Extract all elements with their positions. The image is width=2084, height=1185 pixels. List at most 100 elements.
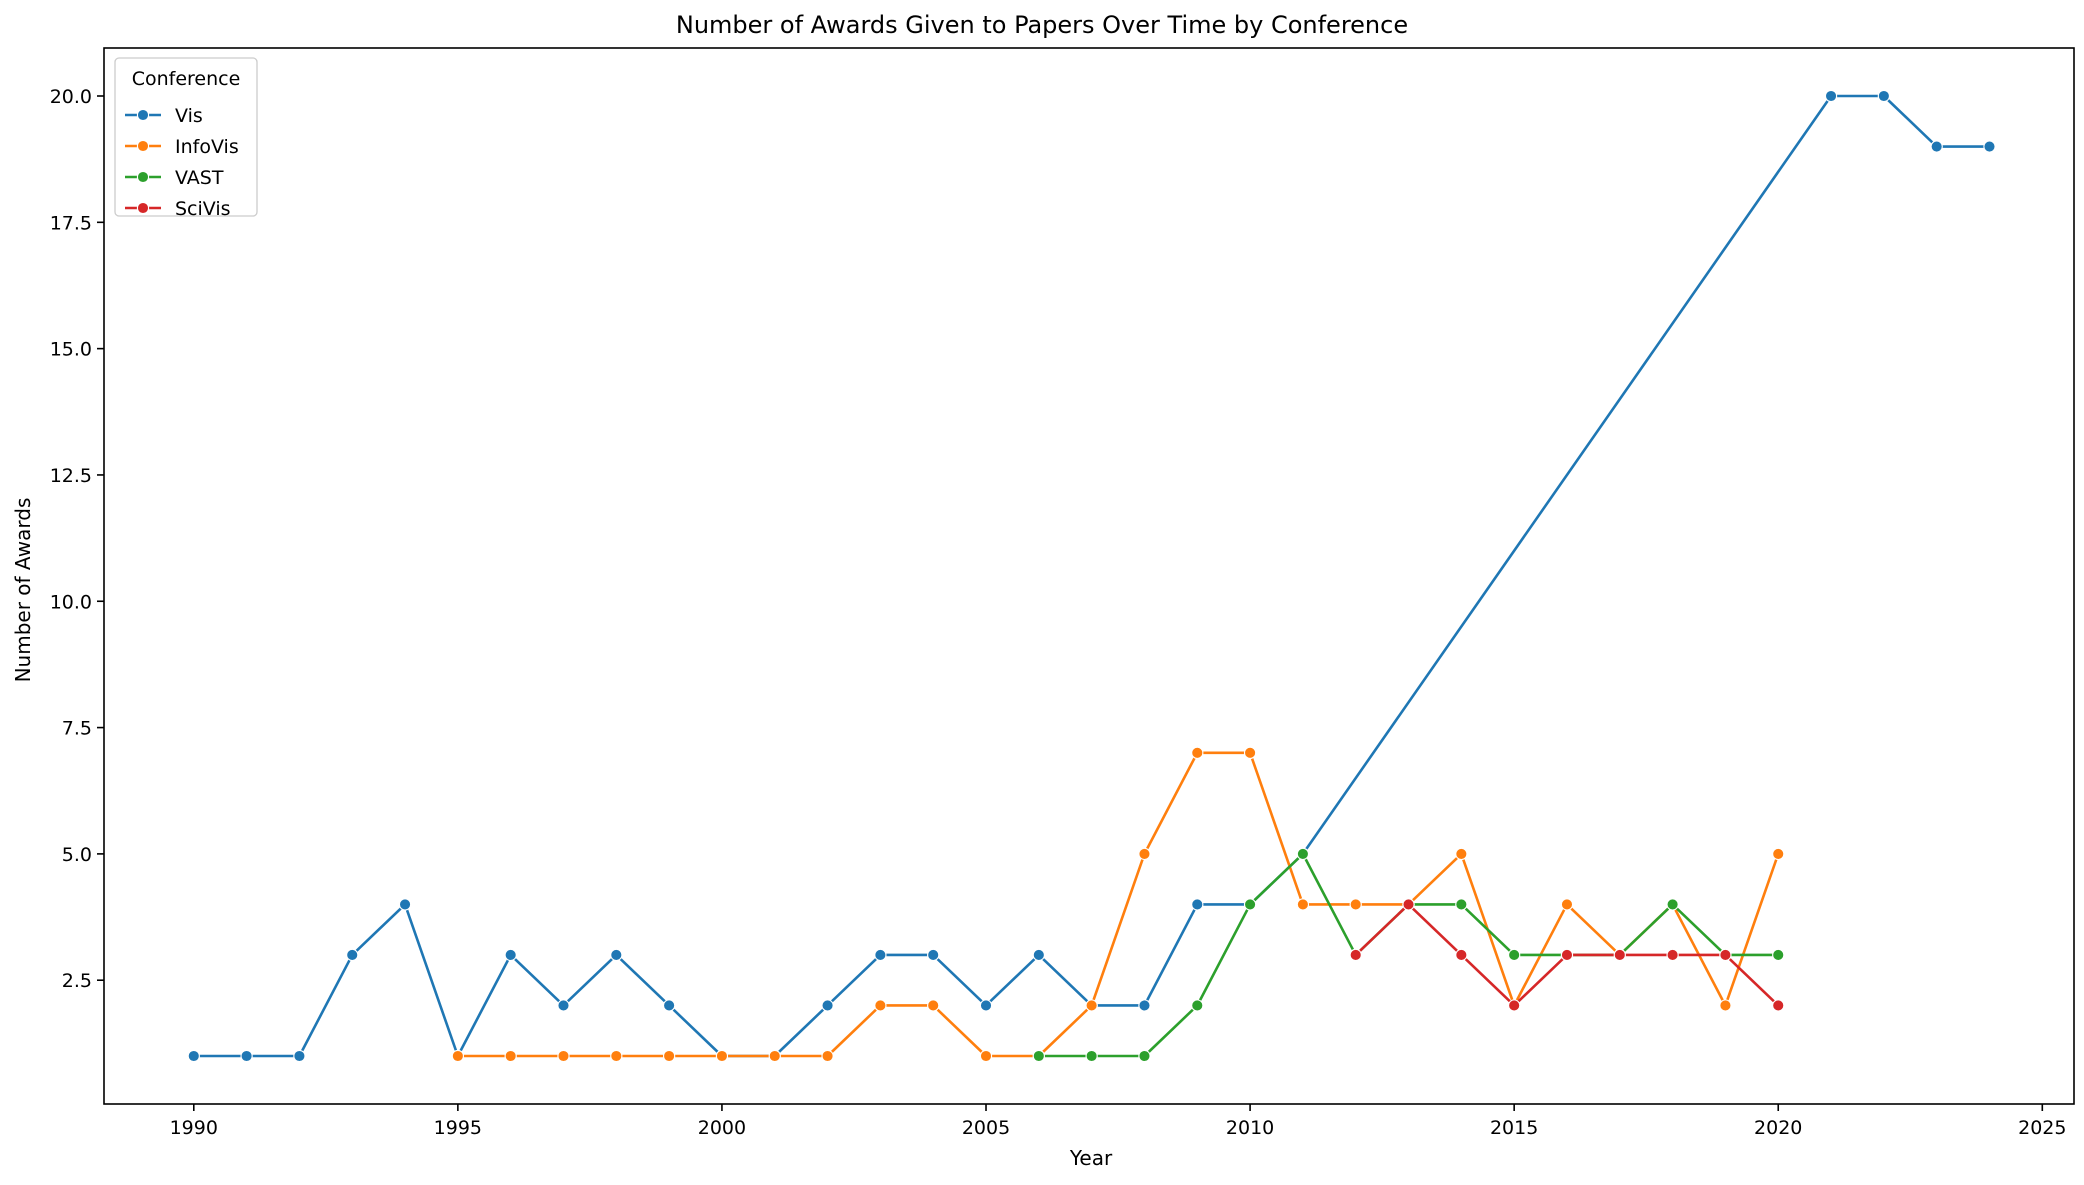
x-tick-label: 2000 [698, 1117, 746, 1139]
data-point-vis [1138, 999, 1151, 1012]
data-point-infovis [504, 1049, 517, 1063]
series-scivis [1349, 898, 1785, 1012]
data-point-infovis [1455, 847, 1468, 861]
data-point-scivis [1402, 898, 1415, 911]
data-point-scivis [1560, 948, 1574, 962]
data-point-vis [1191, 898, 1204, 911]
data-point-vis [187, 1049, 200, 1063]
data-point-infovis [1349, 898, 1362, 911]
data-point-infovis [979, 1049, 993, 1063]
data-point-infovis [1560, 898, 1574, 911]
plot-frame [103, 47, 2075, 1105]
data-point-vis [240, 1049, 253, 1063]
data-point-infovis [821, 1049, 834, 1063]
x-tick-label: 2020 [1754, 1117, 1802, 1139]
x-tick-label: 2005 [962, 1117, 1010, 1139]
data-point-vast [1085, 1049, 1098, 1063]
legend-label-vast: VAST [175, 167, 224, 189]
x-axis-label: Year [1069, 1146, 1113, 1170]
legend-item-vis: Vis [125, 105, 203, 127]
data-point-vast [1772, 948, 1785, 962]
chart-title: Number of Awards Given to Papers Over Ti… [676, 11, 1408, 39]
data-point-scivis [1613, 948, 1626, 962]
legend-marker-vast [136, 170, 150, 184]
data-point-vis [1824, 89, 1838, 103]
series-layer [187, 89, 1996, 1063]
legend-label-infovis: InfoVis [175, 136, 239, 158]
data-point-infovis [1243, 746, 1257, 759]
data-point-vast [1666, 898, 1679, 911]
axes: 1990 1995 2000 2005 2010 2015 2020 2025 2.5 5.0 7.… [50, 47, 2075, 1139]
data-point-vis [610, 948, 623, 962]
data-point-vis [821, 999, 834, 1012]
data-point-vast [1138, 1049, 1151, 1063]
y-tick-label: 5.0 [62, 844, 92, 866]
data-point-scivis [1666, 948, 1679, 962]
x-tick-label: 1995 [434, 1117, 482, 1139]
legend: Conference Vis InfoVis VAST SciVis [114, 57, 258, 220]
data-point-vast [1032, 1049, 1045, 1063]
data-point-infovis [610, 1049, 623, 1063]
data-point-vis [979, 999, 993, 1012]
legend-item-infovis: InfoVis [125, 136, 239, 158]
data-point-vast [1508, 948, 1521, 962]
y-tick-label: 20.0 [50, 86, 92, 108]
data-point-infovis [1085, 999, 1098, 1012]
data-point-infovis [557, 1049, 570, 1063]
data-point-scivis [1349, 948, 1362, 962]
x-tick-label: 1990 [170, 1117, 218, 1139]
legend-marker-infovis [136, 139, 150, 153]
data-point-scivis [1719, 948, 1732, 962]
data-point-vis [662, 999, 676, 1012]
data-point-vis [293, 1049, 306, 1063]
data-point-infovis [715, 1049, 729, 1063]
data-point-vis [1032, 948, 1045, 962]
data-point-scivis [1772, 999, 1785, 1012]
data-point-infovis [1296, 898, 1310, 911]
legend-label-scivis: SciVis [175, 198, 231, 220]
y-tick-label: 15.0 [50, 339, 92, 361]
data-point-vis [927, 948, 940, 962]
data-point-infovis [874, 999, 887, 1012]
data-point-infovis [1719, 999, 1732, 1012]
data-point-vast [1191, 999, 1204, 1012]
data-point-scivis [1508, 999, 1521, 1012]
data-point-vis [1877, 89, 1891, 103]
y-tick-label: 7.5 [62, 718, 92, 740]
data-point-infovis [927, 999, 940, 1012]
series-line-infovis [457, 751, 1780, 1058]
legend-label-vis: Vis [175, 105, 203, 127]
data-point-vast [1455, 898, 1468, 911]
y-tick-label: 12.5 [50, 465, 92, 487]
data-point-vis [1983, 140, 1996, 153]
data-point-infovis [1772, 847, 1785, 861]
legend-marker-scivis [136, 201, 150, 215]
legend-marker-vis [136, 108, 150, 122]
x-tick-label: 2010 [1226, 1117, 1274, 1139]
data-point-vis [346, 948, 359, 962]
data-point-vast [1296, 847, 1310, 861]
y-tick-label: 10.0 [50, 591, 92, 613]
data-point-vis [557, 999, 570, 1012]
legend-title: Conference [132, 68, 241, 90]
data-point-vast [1243, 898, 1257, 911]
x-tick-label: 2025 [2018, 1117, 2066, 1139]
data-point-vis [504, 948, 517, 962]
data-point-infovis [1138, 847, 1151, 861]
data-point-infovis [1191, 746, 1204, 759]
y-tick-label: 2.5 [62, 970, 92, 992]
legend-item-vast: VAST [125, 167, 224, 189]
data-point-infovis [768, 1049, 781, 1063]
y-tick-label: 17.5 [50, 212, 92, 234]
data-point-infovis [662, 1049, 676, 1063]
data-point-vis [874, 948, 887, 962]
series-infovis [451, 746, 1785, 1063]
data-point-vis [1930, 140, 1943, 153]
x-tick-label: 2015 [1490, 1117, 1538, 1139]
data-point-scivis [1455, 948, 1468, 962]
legend-item-scivis: SciVis [125, 198, 231, 220]
data-point-vis [398, 898, 412, 911]
